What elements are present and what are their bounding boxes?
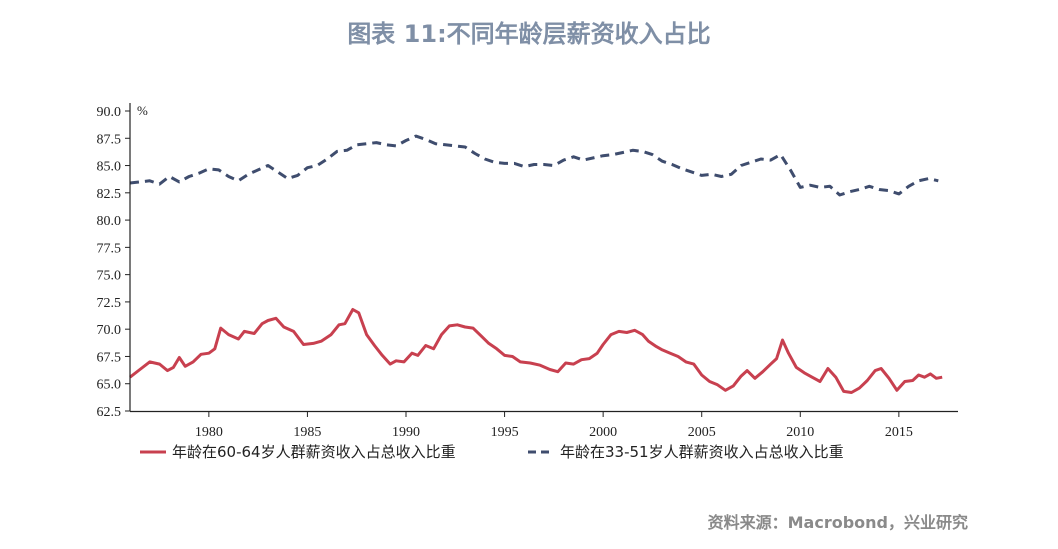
x-tick-label: 1980 [195, 425, 223, 440]
series-line-2 [129, 134, 939, 197]
y-tick-label: 70.0 [97, 323, 122, 338]
y-tick-label: 72.5 [97, 296, 122, 311]
x-tick-label: 1985 [293, 425, 321, 440]
x-tick-label: 2010 [786, 425, 814, 440]
plot-area [129, 134, 943, 394]
series-line-1 [129, 308, 943, 394]
y-tick-label: 77.5 [97, 241, 122, 256]
x-tick-label: 2015 [885, 425, 913, 440]
axes: 62.5 65.0 67.5 70.0 72.5 75.0 77.5 80.0 82.5 85.0… [97, 103, 958, 440]
y-tick-label: 75.0 [97, 269, 122, 284]
y-tick-label: 87.5 [97, 132, 122, 147]
chart-title: 图表 11:不同年龄层薪资收入占比 [347, 20, 711, 48]
y-tick-label: 62.5 [97, 405, 122, 420]
y-tick-label: 80.0 [97, 214, 122, 229]
source-note: 资料来源：Macrobond，兴业研究 [707, 513, 968, 532]
x-tick-label: 1995 [491, 425, 519, 440]
y-tick-label: 85.0 [97, 160, 122, 175]
y-tick-label: 82.5 [97, 187, 122, 202]
x-tick-label: 2000 [589, 425, 617, 440]
legend: 年龄在60-64岁人群薪资收入占总收入比重 年龄在33-51岁人群薪资收入占总收入… [140, 443, 844, 461]
x-tick-label: 1990 [392, 425, 420, 440]
y-tick-label: 65.0 [97, 378, 122, 393]
legend-label-1: 年龄在60-64岁人群薪资收入占总收入比重 [172, 443, 456, 461]
y-axis-unit: % [137, 103, 148, 118]
y-tick-label: 67.5 [97, 350, 122, 365]
y-tick-label: 90.0 [97, 105, 122, 120]
legend-label-2: 年龄在33-51岁人群薪资收入占总收入比重 [560, 443, 844, 461]
x-tick-label: 2005 [688, 425, 716, 440]
